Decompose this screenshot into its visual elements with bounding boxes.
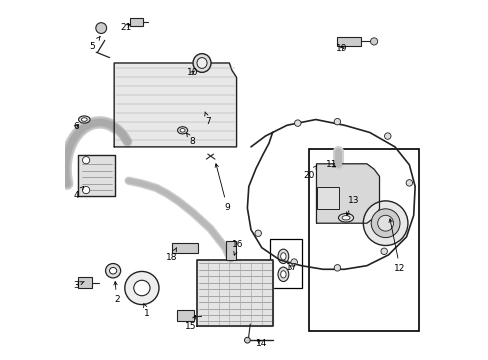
Text: 21: 21 (120, 23, 131, 32)
Text: 20: 20 (303, 166, 316, 180)
Ellipse shape (79, 116, 90, 123)
Bar (130, 18, 142, 26)
Circle shape (370, 38, 377, 45)
Circle shape (244, 337, 250, 343)
Circle shape (370, 209, 399, 238)
Circle shape (82, 186, 89, 194)
Text: 7: 7 (204, 112, 211, 126)
Polygon shape (114, 63, 236, 147)
Ellipse shape (280, 253, 285, 260)
Bar (177, 310, 194, 321)
Circle shape (333, 265, 340, 271)
Circle shape (333, 118, 340, 125)
Ellipse shape (338, 213, 353, 222)
Circle shape (82, 157, 89, 164)
Bar (317, 187, 338, 209)
Text: 17: 17 (285, 263, 297, 272)
Ellipse shape (277, 249, 288, 264)
Bar (225, 241, 235, 260)
Text: 8: 8 (186, 133, 195, 146)
Circle shape (96, 23, 106, 33)
Ellipse shape (277, 267, 288, 282)
Ellipse shape (134, 280, 150, 296)
Circle shape (290, 259, 297, 265)
Ellipse shape (105, 264, 121, 278)
Polygon shape (197, 260, 273, 326)
Circle shape (254, 230, 261, 237)
Circle shape (380, 248, 386, 255)
Bar (270, 239, 302, 288)
Ellipse shape (124, 271, 159, 305)
Ellipse shape (280, 271, 285, 278)
Ellipse shape (109, 267, 117, 274)
Text: 18: 18 (166, 248, 177, 262)
Text: 11: 11 (325, 161, 337, 170)
Bar (309, 149, 418, 331)
Ellipse shape (197, 58, 206, 68)
Ellipse shape (342, 216, 349, 220)
Text: 1: 1 (143, 303, 150, 318)
Text: 15: 15 (184, 315, 196, 331)
Text: 3: 3 (73, 281, 84, 289)
Circle shape (363, 201, 407, 246)
Text: 14: 14 (256, 339, 267, 348)
Text: 4: 4 (73, 186, 83, 199)
Ellipse shape (81, 118, 87, 121)
Bar (337, 37, 360, 46)
Ellipse shape (177, 127, 187, 134)
Bar (78, 277, 92, 288)
Text: 2: 2 (114, 282, 119, 304)
Circle shape (377, 215, 393, 231)
Text: 5: 5 (89, 36, 100, 51)
Bar (171, 243, 197, 253)
Circle shape (384, 133, 390, 139)
Text: 12: 12 (388, 219, 405, 273)
Text: 19: 19 (335, 44, 347, 53)
Text: 13: 13 (346, 197, 358, 216)
Text: 10: 10 (186, 68, 198, 77)
Circle shape (294, 120, 301, 126)
Ellipse shape (180, 129, 185, 132)
Polygon shape (78, 155, 115, 196)
Circle shape (406, 180, 412, 186)
Text: 16: 16 (232, 240, 244, 255)
Text: 9: 9 (215, 164, 230, 212)
Polygon shape (316, 164, 379, 223)
Ellipse shape (193, 54, 211, 72)
Text: 6: 6 (73, 122, 79, 131)
